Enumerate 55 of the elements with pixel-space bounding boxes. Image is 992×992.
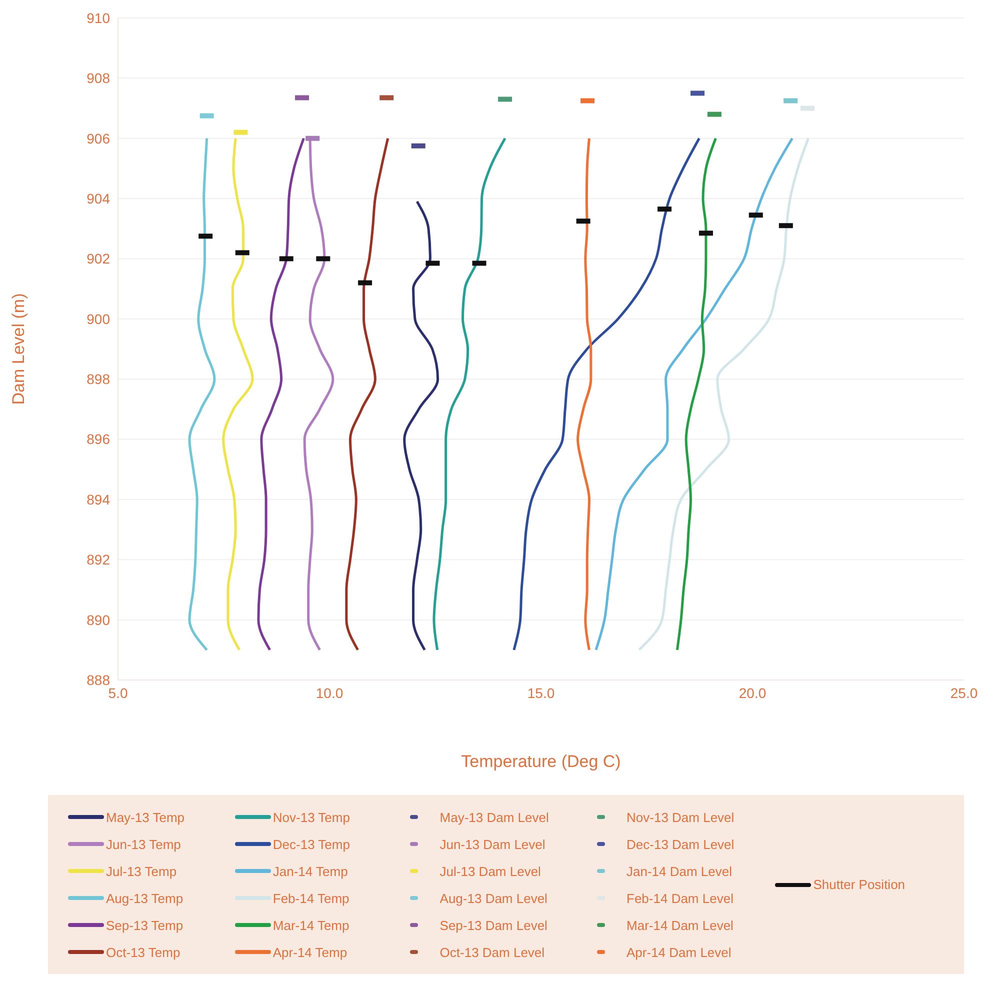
legend-label: Jan-14 Temp xyxy=(272,864,348,878)
legend-label: Apr-14 Dam Level xyxy=(626,944,732,960)
y-tick-label: 896 xyxy=(86,431,110,448)
line-series xyxy=(257,137,305,652)
legend-label: May-13 Dam Level xyxy=(440,810,549,824)
y-tick-label: 910 xyxy=(86,10,110,26)
line-series xyxy=(676,137,717,652)
x-axis-title: Temperature (Deg C) xyxy=(461,752,621,771)
legend-label: Jun-13 Dam Level xyxy=(440,836,546,852)
x-tick-label: 25.0 xyxy=(950,684,978,701)
legend-label: Nov-13 Dam Level xyxy=(626,810,734,824)
line-series xyxy=(188,137,216,652)
legend-label: Mar-14 Dam Level xyxy=(626,918,734,932)
y-tick-label: 908 xyxy=(86,70,110,86)
x-tick-label: 20.0 xyxy=(738,684,766,701)
legend-label: Dec-13 Temp xyxy=(272,836,350,852)
legend-label: Oct-13 Dam Level xyxy=(440,944,545,960)
x-tick-label: 10.0 xyxy=(316,684,344,701)
legend-label: May-13 Temp xyxy=(106,810,185,824)
y-tick-label: 902 xyxy=(86,250,110,267)
y-tick-label: 888 xyxy=(86,672,110,688)
legend-label: Jul-13 Temp xyxy=(106,864,177,878)
line-series xyxy=(403,200,440,652)
y-tick-label: 900 xyxy=(86,310,110,327)
legend-label: Dec-13 Dam Level xyxy=(626,836,734,852)
legend-label: Jul-13 Dam Level xyxy=(440,864,541,878)
legend-label: Mar-14 Temp xyxy=(272,918,350,932)
legend-label: Shutter Position xyxy=(813,877,906,892)
y-tick-label: 898 xyxy=(86,371,110,388)
x-tick-label: 5.0 xyxy=(108,684,128,701)
line-series xyxy=(638,137,810,652)
legend-label: Apr-14 Temp xyxy=(272,944,348,960)
legend-label: Nov-13 Temp xyxy=(272,810,350,824)
y-tick-label: 894 xyxy=(86,491,110,508)
legend-label: Aug-13 Dam Level xyxy=(440,890,548,906)
line-series xyxy=(432,137,506,652)
legend-label: Feb-14 Temp xyxy=(272,890,350,906)
legend-label: Sep-13 Dam Level xyxy=(440,918,548,932)
x-tick-label: 15.0 xyxy=(527,684,555,701)
line-series xyxy=(222,137,254,652)
legend-label: Jun-13 Temp xyxy=(106,836,181,852)
line-series xyxy=(576,137,592,652)
y-tick-label: 906 xyxy=(86,130,110,146)
y-tick-label: 890 xyxy=(86,612,110,628)
y-tick-label: 904 xyxy=(86,190,110,207)
line-series xyxy=(512,137,700,652)
legend-label: Oct-13 Temp xyxy=(106,944,180,960)
y-tick-label: 892 xyxy=(86,552,110,568)
legend-label: Jan-14 Dam Level xyxy=(626,864,732,878)
legend-label: Aug-13 Temp xyxy=(106,890,184,906)
line-series xyxy=(594,137,794,652)
line-series xyxy=(345,137,390,652)
y-axis-title: Dam Level (m) xyxy=(9,293,28,405)
legend-label: Feb-14 Dam Level xyxy=(626,890,734,906)
legend-label: Sep-13 Temp xyxy=(106,918,184,932)
